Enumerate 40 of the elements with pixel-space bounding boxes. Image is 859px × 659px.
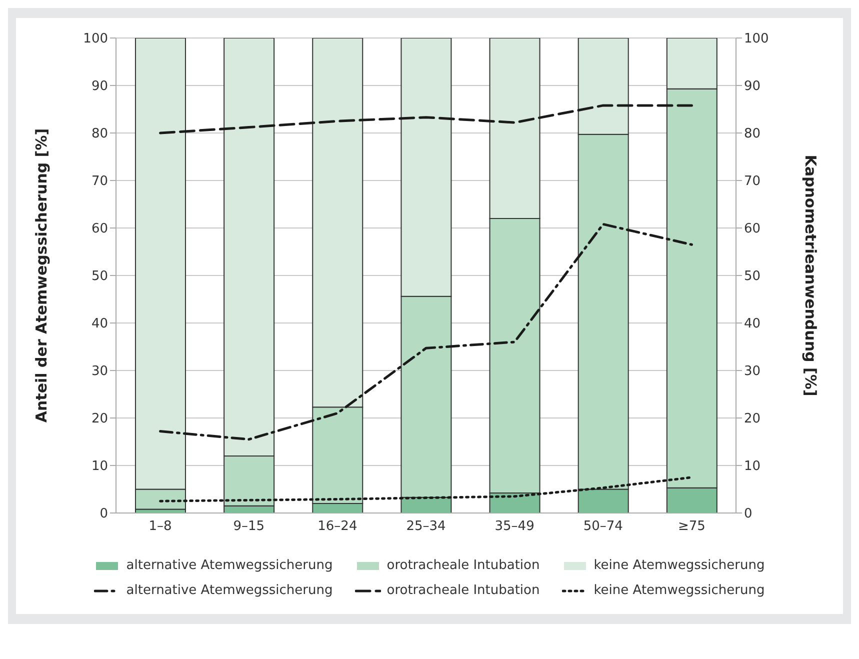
y-axis-title: Anteil der Atemwegssicherung [%] bbox=[32, 128, 50, 423]
x-tick-label: 35–49 bbox=[494, 519, 534, 534]
legend-label: alternative Atemwegssicherung bbox=[126, 558, 333, 573]
x-tick-label: 1–8 bbox=[148, 519, 172, 534]
x-tick-label: 9–15 bbox=[233, 519, 265, 534]
line-series bbox=[159, 476, 693, 502]
x-tick-label: ≥75 bbox=[678, 519, 706, 534]
x-tick-label: 16–24 bbox=[318, 519, 358, 534]
y2-tick-label: 40 bbox=[744, 316, 761, 332]
y2-tick-label: 0 bbox=[744, 506, 752, 522]
y2-tick-label: 20 bbox=[744, 412, 761, 427]
y-tick-label: 10 bbox=[91, 459, 108, 474]
y-tick-label: 90 bbox=[91, 79, 108, 94]
y-tick-label: 40 bbox=[91, 316, 108, 332]
y-tick-label: 80 bbox=[91, 126, 108, 142]
y2-tick-label: 10 bbox=[744, 459, 761, 474]
y2-tick-label: 60 bbox=[744, 222, 761, 237]
legend-label: alternative Atemwegssicherung bbox=[126, 583, 333, 598]
line-series bbox=[159, 222, 693, 441]
y-tick-label: 60 bbox=[91, 222, 108, 237]
y2-tick-label: 70 bbox=[744, 174, 761, 190]
y-tick-label: 70 bbox=[91, 174, 108, 190]
legend-label: orotracheale Intubation bbox=[386, 558, 540, 573]
y2-tick-label: 50 bbox=[744, 269, 761, 284]
y-tick-label: 50 bbox=[91, 269, 108, 284]
y-tick-label: 0 bbox=[100, 506, 108, 522]
legend-label: keine Atemwegssicherung bbox=[594, 583, 765, 598]
y-tick-label: 20 bbox=[91, 412, 108, 427]
legend-label: orotracheale Intubation bbox=[386, 583, 540, 598]
y2-tick-label: 80 bbox=[744, 126, 761, 142]
line-series bbox=[159, 104, 693, 134]
x-tick-label: 25–34 bbox=[406, 519, 446, 534]
y-tick-label: 100 bbox=[83, 32, 108, 47]
x-tick-label: 50–74 bbox=[583, 519, 623, 534]
y2-axis-title: Kapnometrieanwendung [%] bbox=[802, 154, 820, 396]
y-tick-label: 30 bbox=[91, 364, 108, 380]
y2-tick-label: 100 bbox=[744, 32, 769, 47]
y2-tick-label: 90 bbox=[744, 79, 761, 94]
legend-label: keine Atemwegssicherung bbox=[594, 558, 765, 573]
y2-tick-label: 30 bbox=[744, 364, 761, 380]
